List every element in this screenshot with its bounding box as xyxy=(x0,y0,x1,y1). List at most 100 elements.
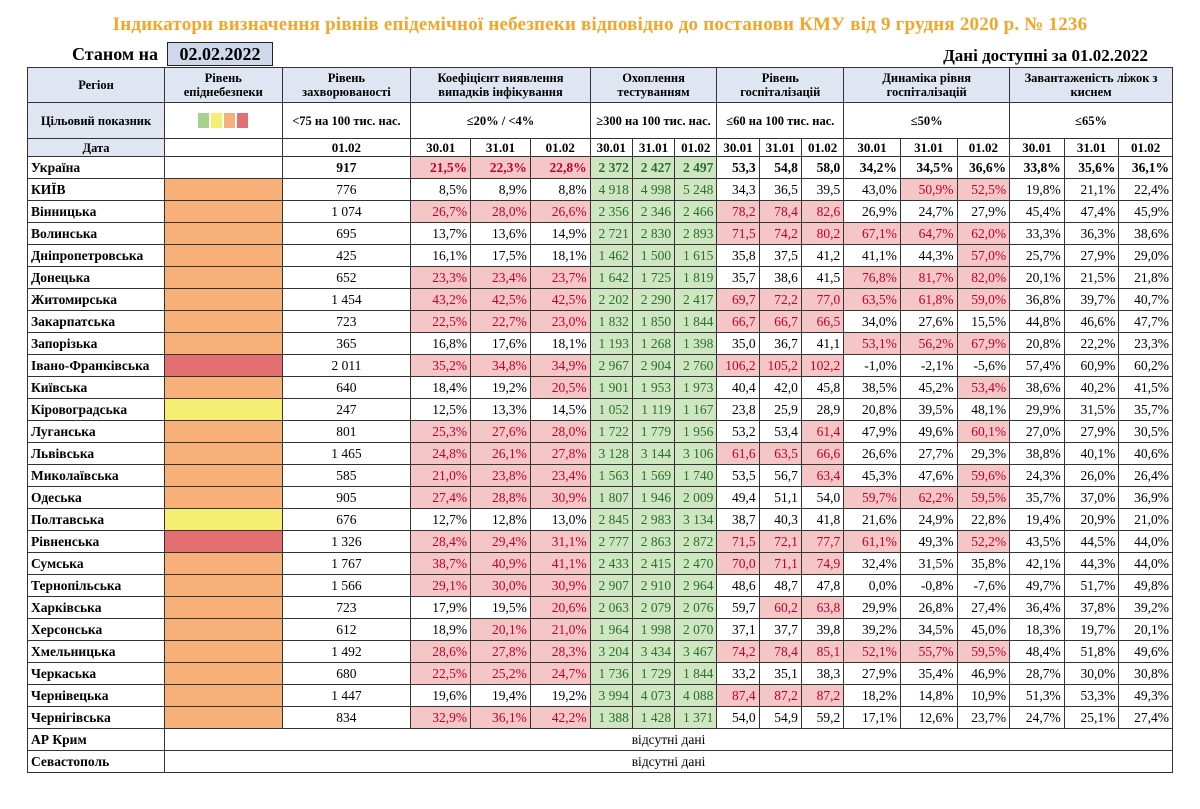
oxygen-beds-value: 20,1% xyxy=(1009,266,1065,289)
detection-value: 14,9% xyxy=(529,222,591,245)
hosp-dynamics-value: 29,3% xyxy=(956,442,1011,465)
hosp-value: 34,3 xyxy=(716,178,760,201)
date-col: 01.02 xyxy=(529,138,591,157)
morbidity-value: 905 xyxy=(281,486,412,509)
testing-value: 1 807 xyxy=(589,486,633,509)
detection-value: 22,3% xyxy=(470,156,531,179)
region-name: Дніпропетровська xyxy=(26,244,166,267)
region-name: Івано-Франківська xyxy=(26,354,166,377)
oxygen-beds-value: 38,6% xyxy=(1118,222,1173,245)
testing-value: 2 760 xyxy=(674,354,718,377)
oxygen-beds-value: 26,0% xyxy=(1063,464,1120,487)
epidemic-level-cell xyxy=(164,398,283,421)
hosp-dynamics-value: 50,9% xyxy=(899,178,958,201)
hosp-value: 48,6 xyxy=(716,574,760,597)
hosp-value: 59,7 xyxy=(716,596,760,619)
hosp-dynamics-value: 26,6% xyxy=(843,442,901,465)
header-region: Регіон xyxy=(26,67,166,103)
oxygen-beds-value: 38,8% xyxy=(1009,442,1065,465)
testing-value: 2 983 xyxy=(631,508,676,531)
table-row: Донецька 652 23,3% 23,4% 23,7% 1 642 1 725 1 81… xyxy=(26,266,1173,289)
testing-value: 2 904 xyxy=(631,354,676,377)
epidemic-level-cell xyxy=(164,706,283,729)
level-legend xyxy=(164,102,283,139)
hosp-value: 74,2 xyxy=(716,640,760,663)
detection-value: 23,0% xyxy=(529,310,591,333)
oxygen-beds-value: 46,6% xyxy=(1063,310,1120,333)
hosp-value: 54,9 xyxy=(758,706,802,729)
oxygen-beds-value: 24,7% xyxy=(1009,706,1065,729)
hosp-value: 41,1 xyxy=(800,332,845,355)
hosp-value: 37,5 xyxy=(758,244,802,267)
table-row: Чернігівська 834 32,9% 36,1% 42,2% 1 388 1 428… xyxy=(26,706,1173,729)
testing-value: 2 893 xyxy=(674,222,718,245)
oxygen-beds-value: 20,9% xyxy=(1063,508,1120,531)
detection-value: 23,7% xyxy=(529,266,591,289)
hosp-value: 39,5 xyxy=(800,178,845,201)
hosp-dynamics-value: 34,5% xyxy=(899,156,958,179)
detection-value: 20,5% xyxy=(529,376,591,399)
morbidity-value: 612 xyxy=(281,618,412,641)
hosp-value: 63,4 xyxy=(800,464,845,487)
oxygen-beds-value: 27,9% xyxy=(1063,244,1120,267)
morbidity-value: 680 xyxy=(281,662,412,685)
oxygen-beds-value: 42,1% xyxy=(1009,552,1065,575)
oxygen-beds-value: 60,2% xyxy=(1118,354,1173,377)
hosp-value: 47,8 xyxy=(800,574,845,597)
detection-target: ≤20% / <4% xyxy=(410,102,591,139)
hosp-dynamics-value: -1,0% xyxy=(843,354,901,377)
header-oxygen-beds: Завантаженість ліжок з киснем xyxy=(1009,67,1173,103)
hosp-dynamics-value: 76,8% xyxy=(843,266,901,289)
hosp-value: 87,2 xyxy=(758,684,802,707)
epidemic-level-cell xyxy=(164,552,283,575)
hosp-dynamics-value: 38,5% xyxy=(843,376,901,399)
header-morbidity: Рівень захворюваності xyxy=(281,67,412,103)
hosp-value: 74,2 xyxy=(758,222,802,245)
date-col: 31.01 xyxy=(631,138,676,157)
region-name: Львівська xyxy=(26,442,166,465)
hosp-dynamics-value: 61,8% xyxy=(899,288,958,311)
hosp-value: 63,8 xyxy=(800,596,845,619)
epidemic-level-cell xyxy=(164,464,283,487)
table-row: Рівненська 1 326 28,4% 29,4% 31,1% 2 777 2 863… xyxy=(26,530,1173,553)
testing-value: 1 268 xyxy=(631,332,676,355)
detection-value: 34,9% xyxy=(529,354,591,377)
oxygen-beds-value: 44,0% xyxy=(1118,552,1173,575)
target-label: Цільовий показник xyxy=(26,102,166,139)
oxygen-beds-value: 36,8% xyxy=(1009,288,1065,311)
region-name: Житомирська xyxy=(26,288,166,311)
oxygen-beds-value: 47,4% xyxy=(1063,200,1120,223)
region-name: Київська xyxy=(26,376,166,399)
oxygen-beds-value: 44,8% xyxy=(1009,310,1065,333)
oxygen-beds-value: 24,3% xyxy=(1009,464,1065,487)
hosp-value: 87,2 xyxy=(800,684,845,707)
hosp-value: 71,5 xyxy=(716,222,760,245)
testing-value: 2 964 xyxy=(674,574,718,597)
region-name: КИЇВ xyxy=(26,178,166,201)
hosp-value: 105,2 xyxy=(758,354,802,377)
detection-value: 8,5% xyxy=(410,178,472,201)
hosp-value: 53,3 xyxy=(716,156,760,179)
detection-value: 22,5% xyxy=(410,662,472,685)
oxygen-beds-target: ≤65% xyxy=(1009,102,1173,139)
hosp-value: 61,6 xyxy=(716,442,760,465)
detection-value: 16,8% xyxy=(410,332,472,355)
epidemic-level-cell xyxy=(164,200,283,223)
hosp-value: 77,0 xyxy=(800,288,845,311)
date-col: 31.01 xyxy=(899,138,958,157)
detection-value: 14,5% xyxy=(529,398,591,421)
detection-value: 26,6% xyxy=(529,200,591,223)
oxygen-beds-value: 21,1% xyxy=(1063,178,1120,201)
morbidity-value: 1 454 xyxy=(281,288,412,311)
hosp-dynamics-value: 29,9% xyxy=(843,596,901,619)
hosp-value: 37,1 xyxy=(716,618,760,641)
hosp-value: 53,4 xyxy=(758,420,802,443)
header-hosp: Рівень госпіталізацій xyxy=(716,67,845,103)
morbidity-value: 1 566 xyxy=(281,574,412,597)
table-row: Київська 640 18,4% 19,2% 20,5% 1 901 1 953 1 97… xyxy=(26,376,1173,399)
hosp-value: 35,0 xyxy=(716,332,760,355)
hosp-dynamics-value: 53,4% xyxy=(956,376,1011,399)
hosp-dynamics-value: 61,1% xyxy=(843,530,901,553)
epidemic-level-cell xyxy=(164,376,283,399)
hosp-dynamics-value: -0,8% xyxy=(899,574,958,597)
